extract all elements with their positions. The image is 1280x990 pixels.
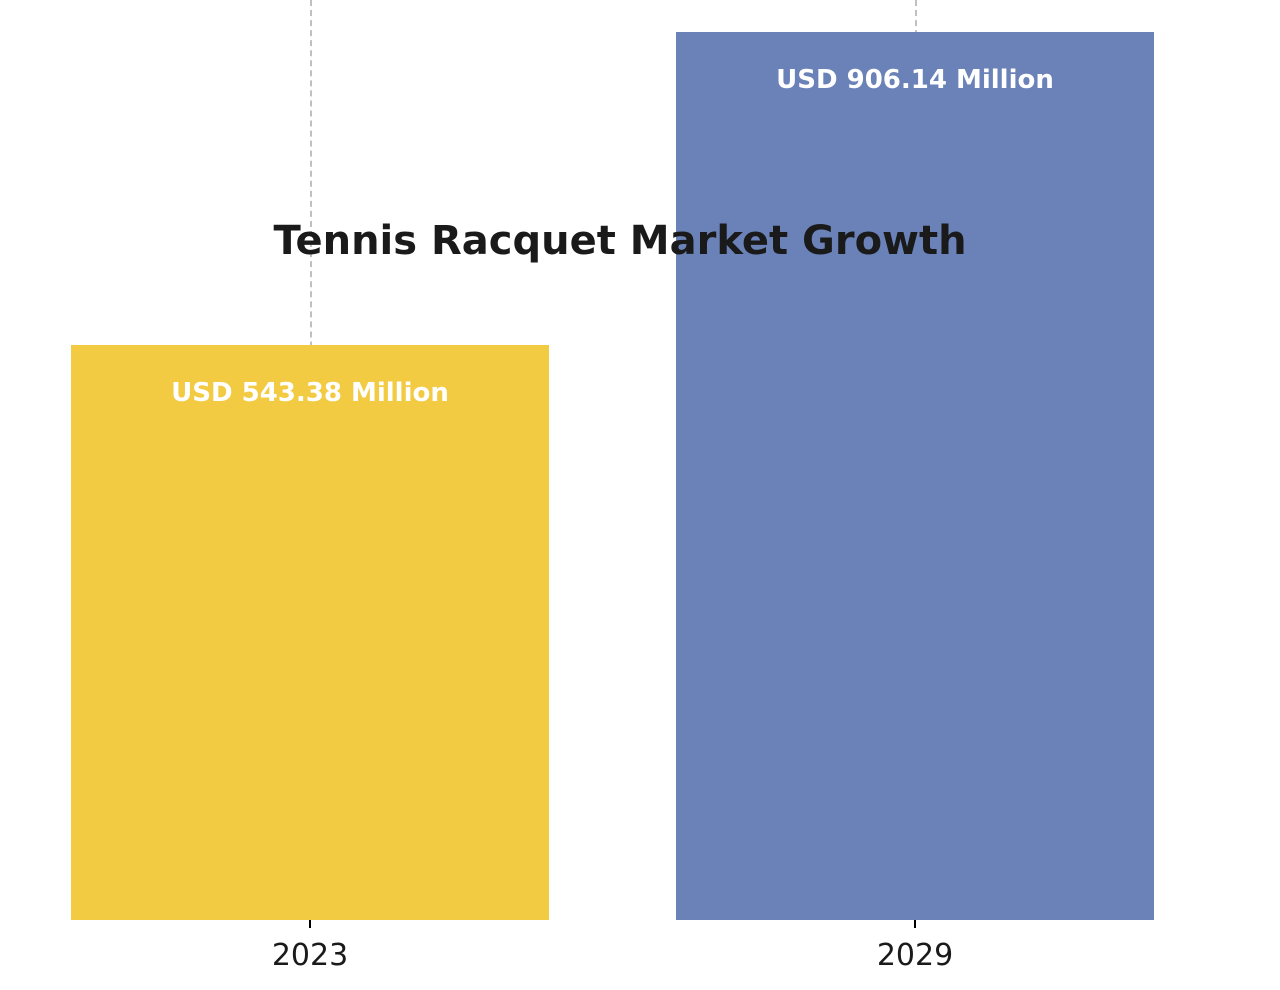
x-tick-1	[914, 920, 916, 928]
x-tick-0	[309, 920, 311, 928]
bar-2023-value-label: USD 543.38 Million	[71, 378, 549, 408]
bar-2023: USD 543.38 Million	[71, 345, 549, 920]
chart-plot-area: USD 543.38 Million USD 906.14 Million	[75, 0, 1160, 920]
chart-title: Tennis Racquet Market Growth	[274, 218, 967, 264]
x-axis-label-2029: 2029	[815, 938, 1015, 973]
bar-2029: USD 906.14 Million	[676, 32, 1154, 920]
bar-2029-value-label: USD 906.14 Million	[676, 65, 1154, 95]
x-axis-label-2023: 2023	[210, 938, 410, 973]
